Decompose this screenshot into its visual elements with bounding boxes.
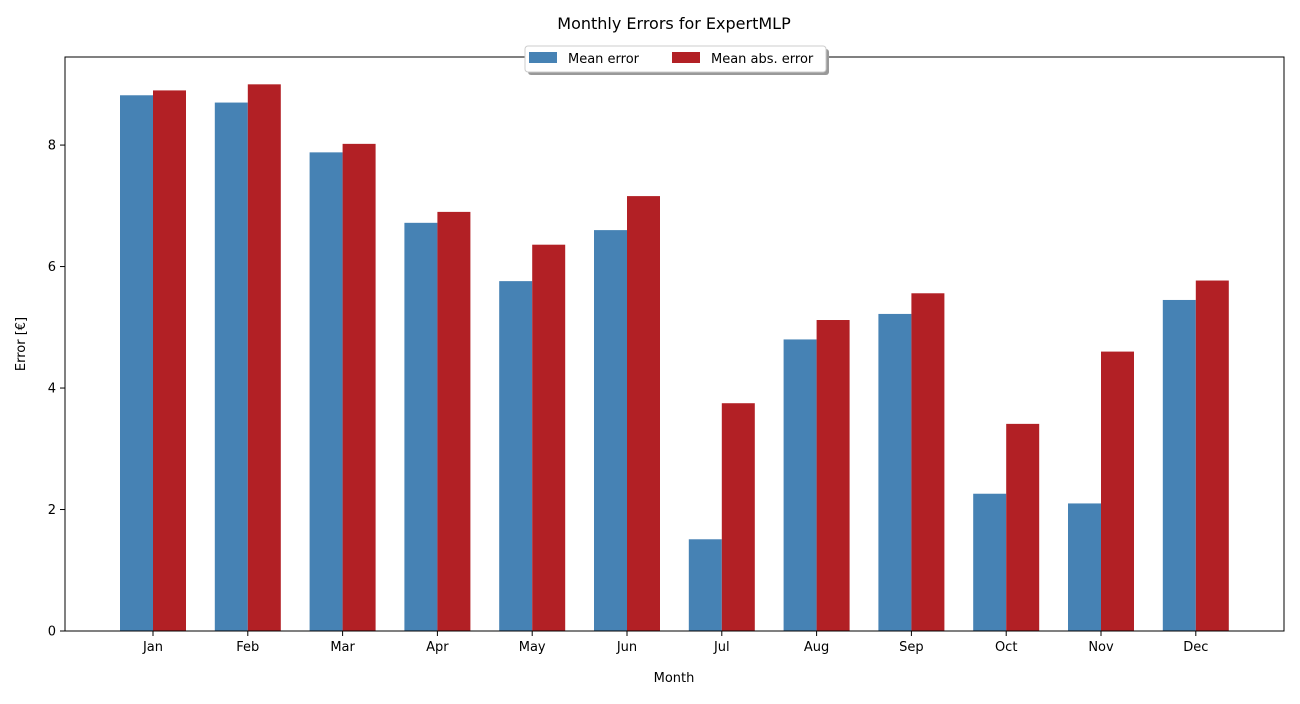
- x-tick-label-jun: Jun: [616, 640, 637, 655]
- legend: Mean error Mean abs. error: [524, 45, 829, 75]
- bar-mean-abs-error-jun: [627, 196, 660, 631]
- bar-mean-abs-error-jul: [721, 403, 755, 631]
- bar-mean-error-may: [499, 281, 533, 631]
- bar-mean-abs-error-dec: [1195, 280, 1229, 631]
- bar-mean-error-jul: [688, 539, 722, 631]
- bar-mean-error-dec: [1162, 299, 1196, 631]
- bar-mean-abs-error-may: [532, 244, 566, 631]
- x-tick-label-oct: Oct: [995, 640, 1017, 655]
- y-tick-label: 8: [48, 139, 56, 154]
- bar-mean-abs-error-nov: [1101, 351, 1134, 631]
- bar-mean-abs-error-jan: [153, 90, 186, 631]
- bar-mean-error-jun: [594, 230, 627, 632]
- bar-mean-abs-error-apr: [437, 211, 471, 631]
- y-tick-label: 0: [48, 625, 56, 640]
- y-axis-label: Error [€]: [14, 317, 29, 371]
- bar-mean-error-feb: [214, 102, 248, 631]
- bar-mean-abs-error-sep: [911, 293, 945, 631]
- chart-title: Monthly Errors for ExpertMLP: [557, 14, 791, 33]
- legend-swatch-mean-abs-error: [672, 52, 700, 63]
- bar-mean-error-nov: [1068, 503, 1101, 631]
- y-tick-label: 4: [48, 382, 56, 397]
- x-axis-label: Month: [654, 671, 695, 686]
- plot-area: [64, 56, 1285, 632]
- x-tick-label-may: May: [519, 640, 546, 655]
- x-tick-label-apr: Apr: [426, 640, 449, 655]
- bar-mean-abs-error-aug: [816, 320, 850, 631]
- x-tick-label-jan: Jan: [142, 640, 163, 655]
- x-tick-label-sep: Sep: [899, 640, 924, 655]
- bar-mean-error-sep: [878, 313, 912, 631]
- legend-label-mean-error: Mean error: [568, 52, 640, 67]
- bar-mean-error-jan: [120, 95, 153, 631]
- bar-mean-abs-error-feb: [247, 84, 281, 631]
- x-tick-label-mar: Mar: [330, 640, 355, 655]
- x-axis: Jan Feb Mar Apr May Jun Jul Aug Sep Oct Nov Dec: [142, 631, 1208, 655]
- y-tick-label: 6: [48, 260, 56, 275]
- bar-mean-error-aug: [783, 339, 817, 631]
- x-tick-label-aug: Aug: [804, 640, 829, 655]
- bar-mean-error-mar: [309, 152, 343, 632]
- x-tick-label-dec: Dec: [1183, 640, 1208, 655]
- bar-mean-error-oct: [973, 493, 1007, 631]
- bars-group: [120, 84, 1229, 632]
- bar-mean-abs-error-mar: [342, 143, 376, 632]
- legend-swatch-mean-error: [529, 52, 557, 63]
- x-tick-label-nov: Nov: [1088, 640, 1114, 655]
- y-tick-label: 2: [48, 503, 56, 518]
- x-tick-label-jul: Jul: [713, 640, 730, 655]
- legend-label-mean-abs-error: Mean abs. error: [711, 52, 814, 67]
- x-tick-label-feb: Feb: [236, 640, 259, 655]
- bar-mean-error-apr: [404, 222, 438, 631]
- y-axis: 0 2 4 6 8: [48, 139, 65, 640]
- bar-mean-abs-error-oct: [1006, 423, 1040, 631]
